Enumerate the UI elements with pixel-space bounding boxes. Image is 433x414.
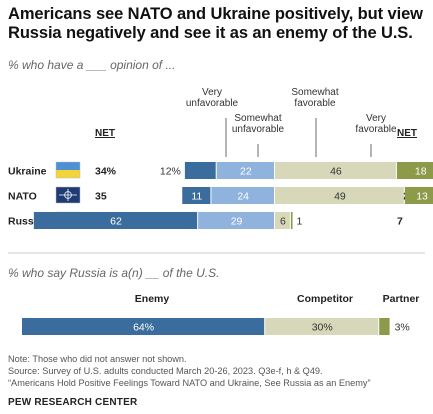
legend-label-2: Somewhat favorable	[291, 87, 338, 109]
data-label: 18	[415, 166, 427, 178]
legend-label-1: Somewhat unfavorable	[232, 113, 285, 135]
legend-label-3: Very favorable	[355, 113, 397, 135]
nato-flag-icon	[55, 186, 81, 204]
legend-label-0: Very unfavorable	[186, 87, 239, 109]
data-label: 49	[334, 191, 346, 203]
bar-somewhat-unfavorable	[198, 212, 274, 229]
chart-title: Americans see NATO and Ukraine positivel…	[8, 5, 423, 42]
category-label: Competitor	[297, 293, 353, 305]
enemy-chart: Enemy 64% Competitor 30% Partner 3%	[22, 293, 419, 335]
bar-enemy	[22, 318, 265, 335]
source-text: Source: Survey of U.S. adults conducted …	[8, 366, 323, 376]
bar-somewhat-unfavorable	[211, 187, 274, 204]
opinion-chart: Very unfavorable Somewhat unfavorable Somewh…	[8, 87, 433, 229]
net-unfavorable-value: 34%	[95, 166, 117, 178]
ukraine-flag-icon	[55, 161, 81, 179]
data-label: 29	[231, 216, 243, 228]
net-unfavorable-value: 35	[95, 191, 107, 203]
net-header-left: NET	[95, 128, 115, 139]
note-text: Note: Those who did not answer not shown…	[8, 354, 187, 364]
bar-very-favorable	[396, 162, 433, 179]
bar-somewhat-favorable	[275, 162, 396, 179]
chart1-subtitle: % who have a ___ opinion of ...	[8, 58, 176, 72]
report-title-text: “Americans Hold Positive Feelings Toward…	[8, 378, 371, 388]
data-label: 64%	[133, 322, 154, 334]
bar-very-favorable	[290, 212, 293, 229]
data-label: 46	[330, 166, 342, 178]
data-label: 6	[280, 216, 286, 228]
category-label: Enemy	[135, 293, 170, 305]
bar-very-unfavorable	[184, 162, 216, 179]
data-label: 13	[416, 191, 428, 203]
category-label: Partner	[383, 293, 420, 305]
data-label: 22	[240, 166, 252, 178]
data-label: 30%	[312, 322, 333, 334]
data-label: 3%	[395, 322, 410, 334]
bar-very-unfavorable	[33, 212, 198, 229]
data-label: 12%	[160, 166, 181, 178]
bar-somewhat-favorable	[275, 187, 404, 204]
data-label: 24	[237, 191, 249, 203]
bar-competitor	[265, 318, 379, 335]
bar-very-unfavorable	[182, 187, 211, 204]
footer-brand: PEW RESEARCH CENTER	[8, 397, 138, 408]
category-label: NATO	[8, 191, 37, 203]
bar-somewhat-favorable	[275, 212, 290, 229]
category-label: Ukraine	[8, 166, 47, 178]
net-header-right: NET	[397, 128, 417, 139]
data-label: 62	[110, 216, 122, 228]
chart2-subtitle: % who say Russia is a(n) __ of the U.S.	[8, 266, 220, 280]
bar-partner	[379, 318, 390, 335]
net-favorable-value: 7	[397, 216, 403, 228]
data-label: 1	[297, 216, 303, 228]
bar-somewhat-unfavorable	[216, 162, 274, 179]
bar-very-favorable	[404, 187, 433, 204]
data-label: 11	[191, 191, 202, 203]
